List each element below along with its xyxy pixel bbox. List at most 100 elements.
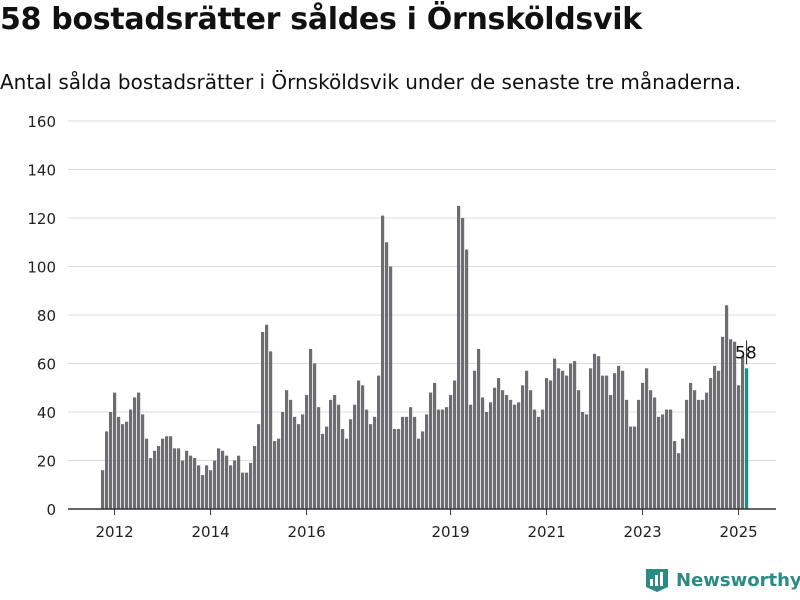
bar — [313, 363, 317, 509]
bar — [289, 399, 293, 509]
bar — [545, 378, 549, 509]
x-tick-label: 2025 — [720, 523, 758, 541]
bar — [161, 438, 165, 509]
bar — [741, 356, 745, 509]
bar — [641, 382, 645, 509]
bar — [213, 460, 217, 509]
bar — [665, 409, 669, 509]
bar — [197, 465, 201, 509]
bar — [237, 455, 241, 509]
bar — [345, 438, 349, 509]
bar — [521, 385, 525, 509]
bar — [417, 438, 421, 509]
bar — [701, 399, 705, 509]
bar — [109, 412, 113, 509]
x-tick-label: 2014 — [192, 523, 230, 541]
bar — [729, 339, 733, 509]
bar — [377, 375, 381, 509]
bar — [189, 455, 193, 509]
bar — [649, 390, 653, 509]
bar-chart: 0 20 40 60 80 100 120 140 160 2012 2014 2016 2019 202… — [27, 113, 776, 541]
bar — [609, 395, 613, 509]
bar — [413, 416, 417, 509]
bar — [657, 416, 661, 509]
bar — [501, 390, 505, 509]
bar — [481, 397, 485, 509]
bar — [713, 365, 717, 509]
bar — [421, 431, 425, 509]
bar — [257, 424, 261, 509]
bar — [705, 392, 709, 509]
bar — [157, 445, 161, 509]
x-tick-label: 2016 — [288, 523, 326, 541]
x-tick-label: 2019 — [432, 523, 470, 541]
bar — [581, 412, 585, 509]
bar — [325, 426, 329, 509]
bar — [225, 455, 229, 509]
bar — [153, 450, 157, 509]
bar — [453, 380, 457, 509]
bar — [593, 353, 597, 509]
x-tick-label: 2023 — [624, 523, 662, 541]
newsworthy-logo[interactable]: Newsworthy — [644, 567, 800, 593]
bar — [585, 414, 589, 509]
bar — [297, 424, 301, 509]
bar — [305, 395, 309, 509]
bar — [693, 390, 697, 509]
bar — [669, 409, 673, 509]
bar — [437, 409, 441, 509]
bar — [133, 397, 137, 509]
bar — [733, 341, 737, 509]
bar — [429, 392, 433, 509]
bar — [261, 331, 265, 509]
bar — [205, 465, 209, 509]
bar — [457, 205, 461, 509]
bar — [553, 358, 557, 509]
bar — [117, 416, 121, 509]
bar — [557, 368, 561, 509]
bar — [149, 458, 153, 509]
bar — [505, 395, 509, 509]
bar — [141, 414, 145, 509]
bar — [253, 445, 257, 509]
bar — [393, 428, 397, 509]
bar — [469, 404, 473, 509]
bar — [357, 380, 361, 509]
bar — [341, 428, 345, 509]
bar — [489, 402, 493, 509]
bar — [309, 348, 313, 509]
bar — [121, 424, 125, 509]
bar — [461, 218, 465, 509]
bar — [385, 242, 389, 509]
bar — [725, 305, 729, 509]
bar — [277, 438, 281, 509]
bar — [361, 385, 365, 509]
bar — [373, 416, 377, 509]
bar — [573, 361, 577, 509]
bar-highlight — [745, 368, 749, 509]
bar — [353, 404, 357, 509]
bar — [337, 404, 341, 509]
bar — [105, 431, 109, 509]
bar — [613, 373, 617, 509]
bar — [477, 348, 481, 509]
bar — [537, 416, 541, 509]
bar — [221, 450, 225, 509]
annotation-label: 58 — [735, 343, 757, 363]
y-tick-label: 160 — [27, 113, 56, 131]
chart-title: 58 bostadsrätter såldes i Örnsköldsvik — [0, 2, 642, 37]
bar — [233, 460, 237, 509]
y-tick-label: 120 — [27, 210, 56, 228]
bar — [285, 390, 289, 509]
bar — [241, 472, 245, 509]
bar — [709, 378, 713, 509]
bar-chart-logo-icon — [646, 569, 668, 592]
bar — [493, 387, 497, 509]
bar — [113, 392, 117, 509]
bar — [397, 428, 401, 509]
bar — [445, 407, 449, 509]
bar — [265, 324, 269, 509]
bar — [409, 407, 413, 509]
bar — [193, 458, 197, 509]
bar — [661, 414, 665, 509]
